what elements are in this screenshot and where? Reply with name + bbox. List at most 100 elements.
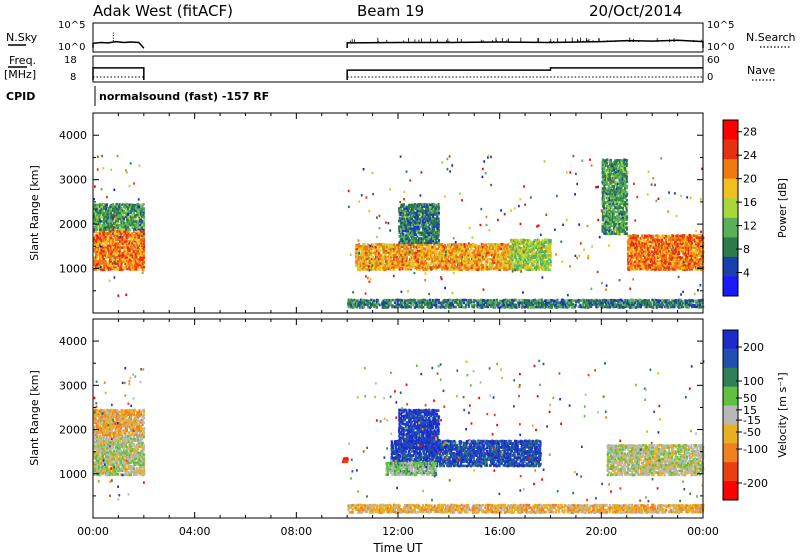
- heatmap-cell: [547, 244, 550, 248]
- heatmap-cell: [611, 216, 615, 220]
- heatmap-cell: [482, 258, 485, 261]
- heatmap-cell: [421, 253, 424, 256]
- heatmap-cell: [400, 257, 403, 261]
- heatmap-cell: [356, 249, 359, 253]
- heatmap-cell: [499, 264, 502, 267]
- heatmap-cell: [657, 256, 660, 259]
- heatmap-cell: [406, 225, 409, 229]
- nave-label: Nave: [747, 64, 775, 77]
- heatmap-cell: [625, 206, 628, 210]
- heatmap-cell: [101, 261, 104, 265]
- heatmap-cell: [682, 262, 685, 265]
- heatmap-cell: [450, 304, 453, 307]
- heatmap-cell: [103, 266, 106, 269]
- heatmap-cell: [668, 238, 671, 241]
- heatmap-cell: [110, 240, 113, 243]
- heatmap-cell: [474, 299, 477, 303]
- heatmap-cell: [614, 176, 617, 180]
- heatmap-cell: [656, 259, 659, 263]
- heatmap-cell: [423, 227, 426, 231]
- heatmap-cell: [493, 261, 496, 265]
- heatmap-cell: [610, 172, 613, 176]
- heatmap-cell: [548, 238, 551, 242]
- heatmap-cell: [549, 258, 552, 261]
- heatmap-cell: [556, 298, 559, 302]
- heatmap-cell: [437, 203, 440, 206]
- heatmap-cell: [631, 265, 634, 269]
- heatmap-cell: [132, 263, 135, 267]
- heatmap-cell: [128, 264, 131, 267]
- heatmap-cell: [397, 250, 400, 253]
- heatmap-cell: [529, 303, 532, 306]
- heatmap-cell: [652, 236, 655, 240]
- heatmap-cell: [642, 263, 645, 267]
- heatmap-cell: [373, 259, 376, 263]
- heatmap-cell: [511, 306, 514, 309]
- heatmap-cell: [428, 303, 431, 306]
- heatmap-cell: [434, 235, 437, 239]
- heatmap-cell: [355, 301, 358, 305]
- heatmap-cell: [435, 266, 438, 269]
- heatmap-cell: [450, 257, 453, 261]
- heatmap-cell: [96, 224, 99, 227]
- heatmap-cell: [449, 301, 452, 305]
- heatmap-cell: [398, 268, 401, 271]
- heatmap-cell: [518, 246, 521, 249]
- heatmap-cell: [120, 237, 123, 241]
- heatmap-cell: [539, 252, 542, 256]
- heatmap-cell: [418, 264, 422, 267]
- heatmap-cell: [501, 263, 504, 267]
- heatmap-cell: [139, 209, 142, 213]
- heatmap-cell: [465, 249, 468, 252]
- heatmap-cell: [542, 260, 545, 263]
- heatmap-cell: [490, 264, 493, 267]
- heatmap-cell: [397, 257, 400, 261]
- heatmap-cell: [139, 258, 143, 261]
- heatmap-cell: [621, 220, 624, 224]
- heatmap-cell: [479, 267, 482, 271]
- heatmap-cell: [377, 249, 380, 252]
- heatmap-cell: [398, 219, 401, 223]
- heatmap-cell: [484, 254, 487, 257]
- heatmap-cell: [655, 234, 658, 237]
- heatmap-cell: [473, 267, 476, 271]
- heatmap-cell: [633, 238, 637, 242]
- heatmap-cell: [679, 265, 682, 269]
- heatmap-cell: [457, 260, 460, 263]
- heatmap-cell: [662, 250, 665, 253]
- heatmap-cell: [418, 243, 421, 247]
- heatmap-cell: [411, 205, 414, 208]
- heatmap-cell: [462, 305, 465, 309]
- heatmap-cell: [131, 248, 134, 251]
- heatmap-cell: [610, 196, 613, 200]
- heatmap-cell: [601, 172, 604, 176]
- heatmap-cell: [491, 264, 494, 267]
- heatmap-cell: [673, 242, 676, 245]
- heatmap-cell: [393, 251, 396, 255]
- heatmap-cell: [626, 184, 629, 188]
- heatmap-cell: [111, 237, 114, 241]
- heatmap-cell: [640, 264, 644, 267]
- heatmap-cell: [129, 209, 132, 213]
- heatmap-cell: [421, 262, 424, 265]
- heatmap-cell: [604, 230, 607, 234]
- heatmap-cell: [655, 252, 658, 255]
- heatmap-cell: [651, 263, 654, 267]
- heatmap-cell: [423, 209, 426, 213]
- heatmap-cell: [116, 247, 119, 251]
- heatmap-cell: [412, 225, 415, 228]
- heatmap-cell: [529, 250, 532, 254]
- heatmap-cell: [94, 253, 98, 257]
- heatmap-cell: [359, 268, 362, 272]
- heatmap-cell: [416, 207, 419, 210]
- heatmap-cell: [497, 305, 500, 309]
- heatmap-cell: [110, 223, 113, 227]
- heatmap-cell: [548, 246, 551, 250]
- heatmap-cell: [538, 303, 541, 306]
- heatmap-cell: [417, 203, 420, 206]
- heatmap-cell: [473, 298, 476, 302]
- heatmap-cell: [588, 303, 591, 306]
- heatmap-cell: [376, 252, 379, 255]
- heatmap-cell: [362, 252, 365, 255]
- heatmap-cell: [501, 245, 504, 248]
